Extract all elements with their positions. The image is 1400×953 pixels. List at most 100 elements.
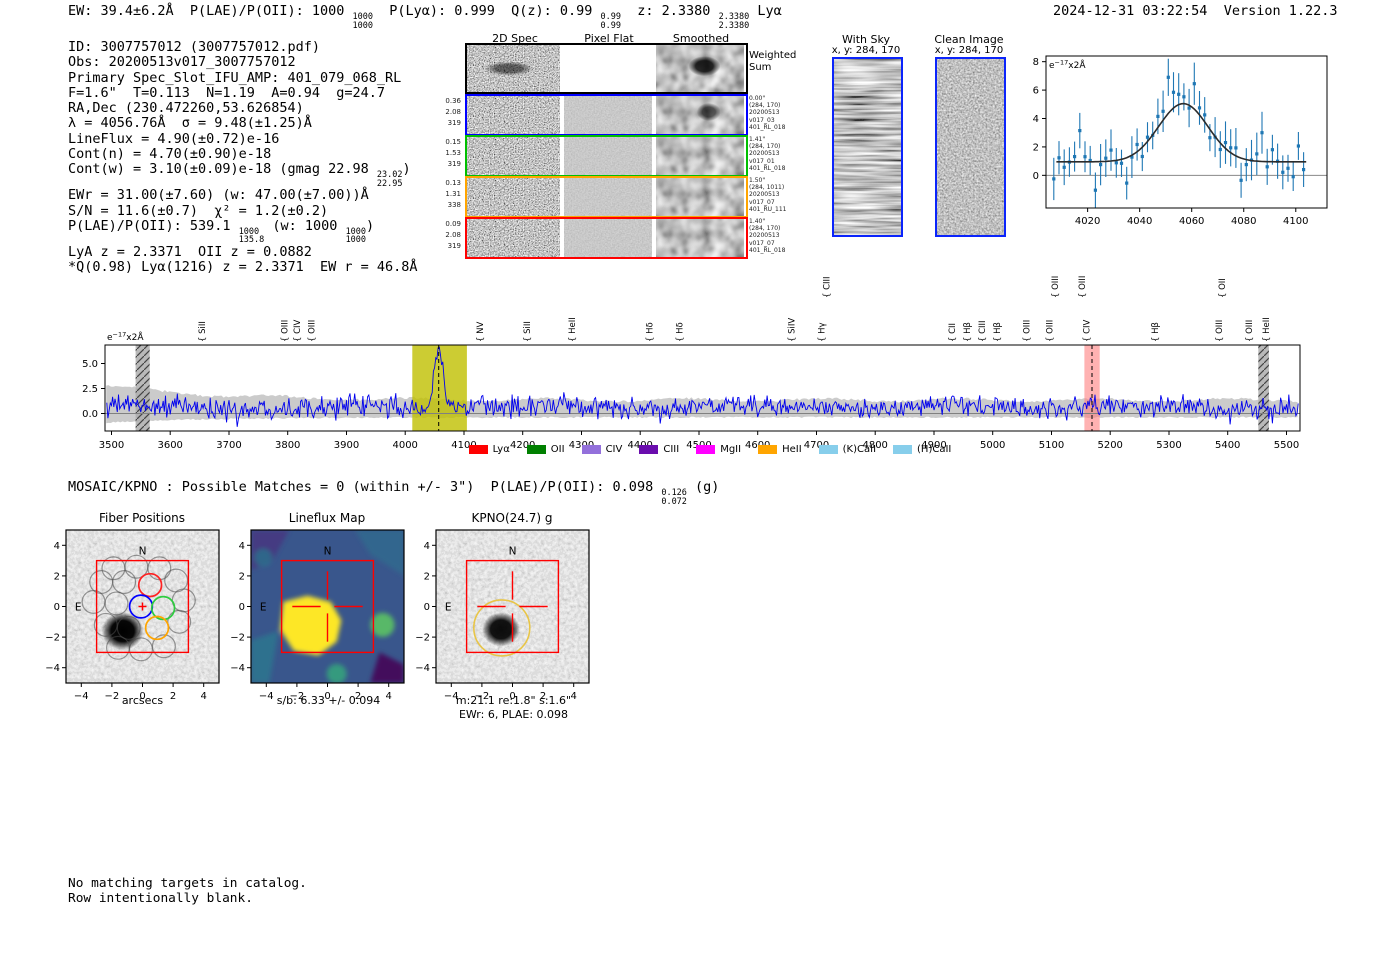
svg-text:0: 0 bbox=[324, 691, 330, 702]
weighted-sum-label: Weighted Sum bbox=[749, 50, 797, 73]
svg-text:2: 2 bbox=[239, 571, 245, 582]
with-sky-image bbox=[832, 57, 903, 237]
svg-text:3900: 3900 bbox=[334, 440, 359, 451]
legend-item-MgII: MgII bbox=[696, 444, 741, 455]
info-line: Obs: 20200513v017_3007757012 bbox=[68, 54, 296, 71]
legend-item-Lyα: Lyα bbox=[468, 444, 510, 455]
svg-text:4: 4 bbox=[386, 691, 392, 702]
spec2d-cell bbox=[467, 178, 560, 216]
svg-text:0: 0 bbox=[1033, 171, 1039, 182]
spec2d-cell bbox=[564, 219, 652, 257]
svg-text:E: E bbox=[75, 602, 82, 614]
spec2d-cell bbox=[564, 178, 652, 216]
line-annotation: { Hβ bbox=[963, 322, 973, 342]
svg-text:4: 4 bbox=[424, 541, 430, 552]
mosaic-heading: MOSAIC/KPNO : Possible Matches = 0 (with… bbox=[68, 479, 720, 507]
kpno-panel: N E −4 −2 0 2 4 −4 −2 0 2 4 bbox=[415, 529, 590, 702]
spec2d-right-labels: 1.50" (284, 1011) 20200513 v017_07 401_RU_11… bbox=[749, 177, 787, 213]
legend-label: CIII bbox=[663, 444, 680, 455]
svg-text:N: N bbox=[509, 546, 517, 558]
legend-label: MgII bbox=[720, 444, 742, 455]
legend-swatch bbox=[696, 445, 716, 454]
svg-text:N: N bbox=[324, 546, 332, 558]
stacked-fraction: 0.126 0.072 bbox=[661, 488, 687, 507]
legend-item-(H)CaII: (H)CaII bbox=[893, 444, 951, 455]
spec2d-row-fiber-4 bbox=[465, 217, 748, 259]
header-summary: EW: 39.4±6.2Å P(LAE)/P(OII): 1000 1000 10… bbox=[68, 3, 782, 31]
full-spectrum-chart: 3500360037003800390040004100420043004400… bbox=[82, 276, 1301, 451]
spec2d-cell bbox=[656, 96, 744, 134]
svg-text:0: 0 bbox=[139, 691, 145, 702]
svg-text:4900: 4900 bbox=[921, 440, 946, 451]
spectrum-units-label: e−17x2Å bbox=[107, 331, 144, 344]
legend-swatch bbox=[526, 445, 546, 454]
kpno-caption: EWr: 6, PLAE: 0.098 bbox=[458, 708, 569, 721]
svg-text:−2: −2 bbox=[45, 633, 60, 644]
kpno-title: KPNO(24.7) g bbox=[471, 511, 553, 525]
svg-text:−2: −2 bbox=[290, 691, 305, 702]
legend-item-CIV: CIV bbox=[581, 444, 622, 455]
info-line: LineFlux = 4.90(±0.72)e-16 bbox=[68, 130, 280, 147]
svg-text:2: 2 bbox=[170, 691, 176, 702]
line-annotation: { Hβ bbox=[1151, 322, 1161, 342]
svg-text:5.0: 5.0 bbox=[82, 359, 98, 370]
line-annotation: { SiII bbox=[523, 321, 533, 342]
svg-text:2: 2 bbox=[540, 691, 546, 702]
info-line: F=1.6" T=0.113 N=1.19 A=0.94 g=24.7 bbox=[68, 84, 385, 101]
with-sky-subtitle: x, y: 284, 170 bbox=[831, 45, 901, 56]
info-line: P(LAE)/P(OII): 539.1 1000 135.8 (w: 1000 … bbox=[68, 217, 375, 246]
svg-text:6: 6 bbox=[1033, 86, 1039, 97]
legend-label: OII bbox=[550, 444, 565, 455]
stacked-fraction: 1000 1000 bbox=[345, 226, 367, 246]
svg-text:4800: 4800 bbox=[862, 440, 887, 451]
inset-units-label: e−17x2Å bbox=[1049, 59, 1086, 72]
svg-text:0: 0 bbox=[239, 602, 245, 613]
spec2d-left-labels: 0.36 2.08 319 bbox=[445, 97, 461, 127]
svg-text:4040: 4040 bbox=[1127, 216, 1152, 227]
svg-text:2: 2 bbox=[355, 691, 361, 702]
line-annotation: { SiIV bbox=[788, 318, 798, 342]
stacked-fraction: 2.3380 2.3380 bbox=[718, 12, 750, 31]
info-line: RA,Dec (230.472260,53.626854) bbox=[68, 100, 304, 117]
svg-text:4080: 4080 bbox=[1231, 216, 1256, 227]
legend-label: (K)CaII bbox=[842, 444, 877, 455]
spec2d-cell bbox=[656, 45, 744, 92]
spec2d-cell bbox=[564, 96, 652, 134]
svg-text:4060: 4060 bbox=[1179, 216, 1204, 227]
line-annotation: { OIII bbox=[1023, 320, 1033, 342]
info-line: Primary Spec_Slot_IFU_AMP: 401_079_068_R… bbox=[68, 69, 402, 86]
svg-text:−4: −4 bbox=[45, 663, 60, 674]
info-line: λ = 4056.76Å σ = 9.48(±1.25)Å bbox=[68, 115, 312, 132]
with-sky-title: With Sky bbox=[842, 33, 890, 46]
line-annotation: { Hγ bbox=[818, 322, 828, 342]
spec2d-header-2dspec: 2D Spec bbox=[492, 32, 538, 45]
fiber-positions-title: Fiber Positions bbox=[98, 511, 186, 525]
svg-text:3600: 3600 bbox=[157, 440, 182, 451]
svg-text:4: 4 bbox=[54, 541, 60, 552]
spec2d-cell bbox=[656, 137, 744, 175]
spec2d-cell bbox=[467, 137, 560, 175]
line-annotation: { Hδ bbox=[676, 322, 686, 342]
svg-text:5300: 5300 bbox=[1156, 440, 1181, 451]
report-datetime: 2024-12-31 03:22:54 bbox=[1053, 3, 1208, 19]
svg-text:−4: −4 bbox=[415, 663, 430, 674]
svg-text:0.0: 0.0 bbox=[82, 409, 98, 420]
line-annotation: { SiII bbox=[198, 321, 208, 342]
line-annotation: { OIII bbox=[1051, 276, 1061, 298]
svg-text:5400: 5400 bbox=[1215, 440, 1240, 451]
line-annotation: { OIII bbox=[1046, 320, 1056, 342]
lineflux-map-panel: N E −4 −2 0 2 4 −4 −2 0 2 4 bbox=[230, 529, 405, 702]
spec2d-cell bbox=[564, 45, 652, 92]
kpno-xlabel: m:21.1 re:1.8" s:1.6" bbox=[455, 694, 572, 707]
svg-text:5100: 5100 bbox=[1039, 440, 1064, 451]
line-annotation: { OIII bbox=[1078, 276, 1088, 298]
svg-text:−2: −2 bbox=[415, 633, 430, 644]
legend-item-OII: OII bbox=[526, 444, 565, 455]
legend-swatch bbox=[639, 445, 659, 454]
report-version: Version 1.22.3 bbox=[1223, 3, 1338, 19]
svg-text:4300: 4300 bbox=[569, 440, 594, 451]
line-annotation: { CIII bbox=[978, 320, 988, 342]
info-line: LyA z = 2.3371 OII z = 0.0882 bbox=[68, 243, 312, 260]
svg-text:−2: −2 bbox=[230, 633, 245, 644]
fiber-positions-panel: N E −4 −2 0 2 4 −4 −2 0 2 4 bbox=[45, 529, 220, 702]
